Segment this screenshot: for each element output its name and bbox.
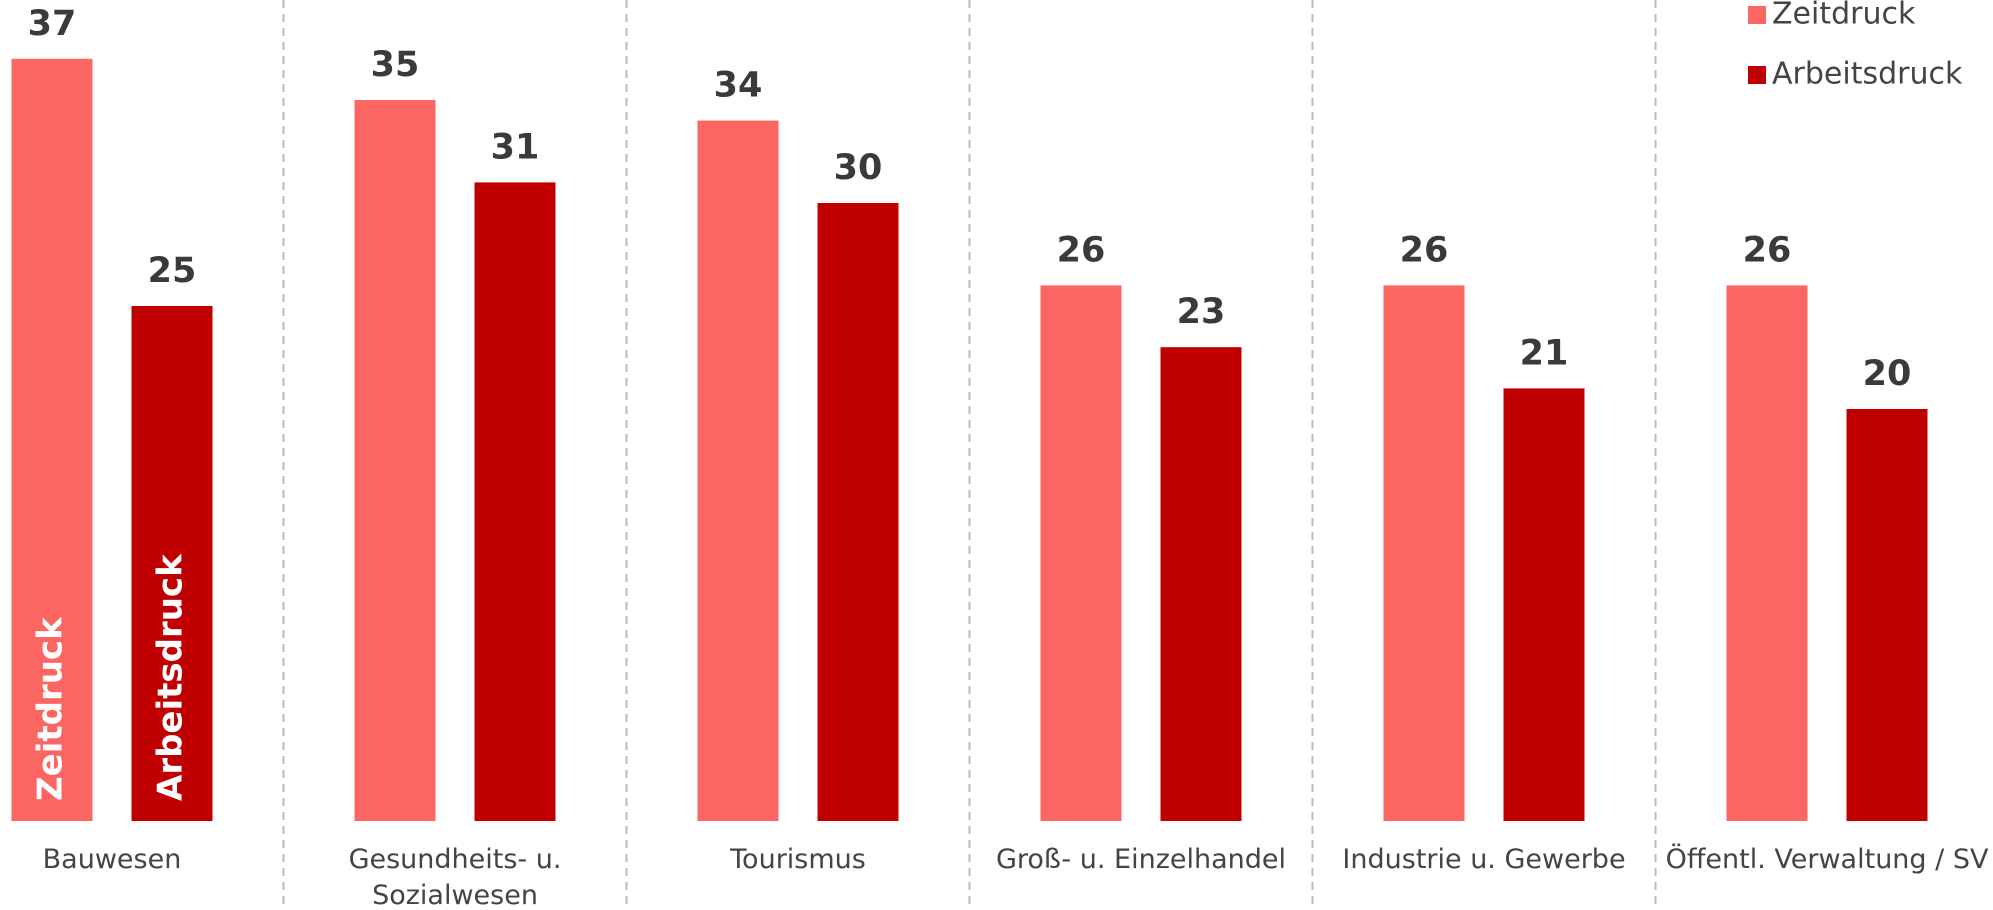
x-tick-label: Bauwesen	[42, 844, 182, 875]
value-label: 26	[1743, 230, 1792, 270]
x-tick-label: Tourismus	[730, 844, 866, 875]
x-tick-label: Öffentl. Verwaltung / SV	[1665, 844, 1989, 875]
bar	[1040, 285, 1122, 821]
value-label: 31	[491, 127, 540, 167]
bar	[1383, 285, 1465, 821]
value-label: 30	[834, 148, 883, 188]
bar	[1503, 388, 1585, 821]
value-label: 25	[148, 251, 197, 291]
x-tick-label: Groß- u. Einzelhandel	[995, 844, 1287, 875]
value-label: 26	[1057, 230, 1106, 270]
value-label: 34	[714, 66, 763, 106]
value-label: 35	[371, 45, 420, 85]
series-label-in-bar: Arbeitsdruck	[151, 553, 191, 801]
value-label: 26	[1400, 230, 1449, 270]
series-label-in-bar: Zeitdruck	[31, 616, 71, 801]
value-label: 21	[1520, 333, 1569, 373]
legend-label: Arbeitsdruck	[1772, 57, 1963, 92]
value-label: 23	[1177, 292, 1226, 332]
bar	[817, 203, 899, 821]
bar	[474, 182, 556, 821]
value-label: 20	[1863, 354, 1912, 394]
bar	[131, 306, 213, 821]
bar	[11, 58, 93, 822]
bar	[697, 120, 779, 822]
value-label: 37	[28, 4, 77, 44]
x-tick-label: Industrie u. Gewerbe	[1342, 844, 1626, 875]
bar	[1160, 347, 1242, 821]
bar	[354, 100, 436, 821]
x-tick-label: Gesundheits- u. Sozialwesen	[348, 844, 562, 910]
bar	[1726, 285, 1808, 821]
legend-label: Zeitdruck	[1772, 0, 1916, 32]
legend-swatch	[1748, 6, 1766, 24]
legend-swatch	[1748, 66, 1766, 84]
bar	[1846, 409, 1928, 821]
